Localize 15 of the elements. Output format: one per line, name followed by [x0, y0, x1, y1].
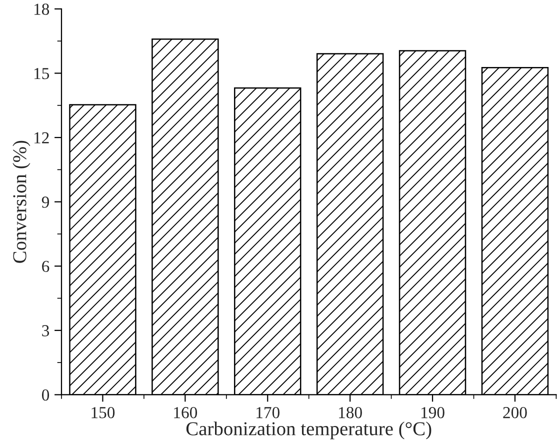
- y-axis-title: Conversion (%): [12, 140, 30, 263]
- y-tick-label: 3: [42, 325, 50, 336]
- y-tick-label: 0: [42, 389, 50, 401]
- x-tick-label: 200: [503, 406, 527, 418]
- x-tick-label: 180: [339, 406, 362, 418]
- y-tick-label: 15: [34, 68, 50, 80]
- x-axis-title: Carbonization temperature (°C): [186, 422, 432, 440]
- y-tick-label: 18: [34, 4, 50, 15]
- x-tick-label: 190: [421, 406, 444, 418]
- x-tick-label: 160: [174, 406, 198, 418]
- y-tick-label: 6: [42, 260, 50, 272]
- y-tick-label: 12: [34, 132, 49, 144]
- x-tick-label: 150: [92, 406, 115, 418]
- x-tick-label: 170: [256, 406, 280, 418]
- y-tick-label: 9: [42, 196, 49, 208]
